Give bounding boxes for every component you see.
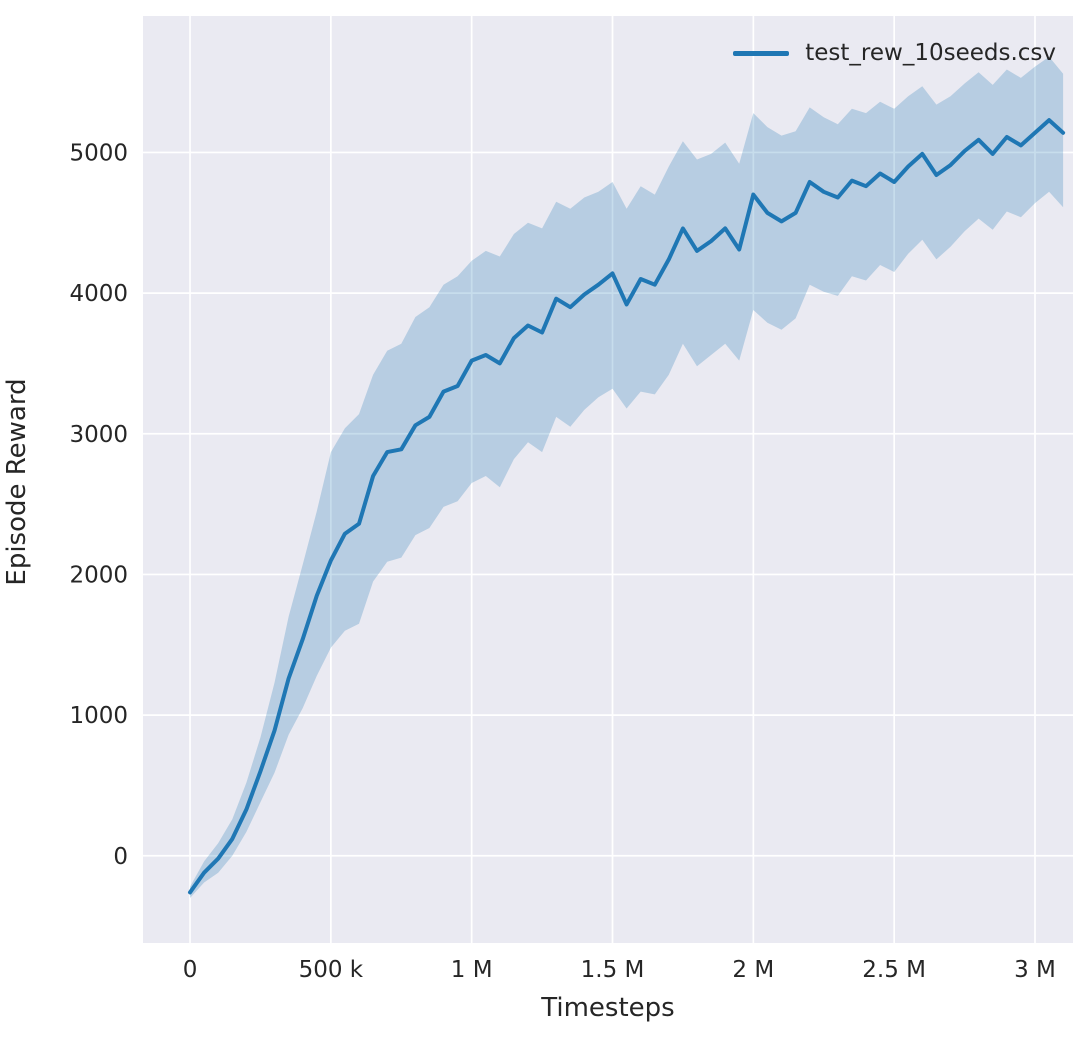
y-tick-label: 4000 bbox=[69, 281, 128, 307]
x-axis-label: Timesteps bbox=[541, 993, 675, 1023]
x-tick-label: 1 M bbox=[451, 957, 493, 983]
y-tick-label: 2000 bbox=[69, 562, 128, 588]
y-tick-label: 1000 bbox=[69, 703, 128, 729]
legend-label: test_rew_10seeds.csv bbox=[805, 40, 1056, 66]
x-tick-label: 1.5 M bbox=[581, 957, 645, 983]
legend-line-sample-icon bbox=[733, 50, 790, 56]
legend: test_rew_10seeds.csv bbox=[733, 40, 1056, 66]
x-tick-label: 500 k bbox=[299, 957, 364, 983]
plot-background bbox=[143, 16, 1073, 943]
x-tick-label: 0 bbox=[183, 957, 198, 983]
mean-line bbox=[188, 118, 1066, 895]
y-tick-label: 0 bbox=[113, 844, 128, 870]
x-tick-label: 2 M bbox=[732, 957, 774, 983]
y-tick-label: 5000 bbox=[69, 140, 128, 166]
y-axis-label: Episode Reward bbox=[2, 378, 32, 586]
x-tick-label: 2.5 M bbox=[862, 957, 926, 983]
x-tick-label: 3 M bbox=[1014, 957, 1056, 983]
y-tick-label: 3000 bbox=[69, 422, 128, 448]
confidence-band bbox=[190, 56, 1064, 899]
